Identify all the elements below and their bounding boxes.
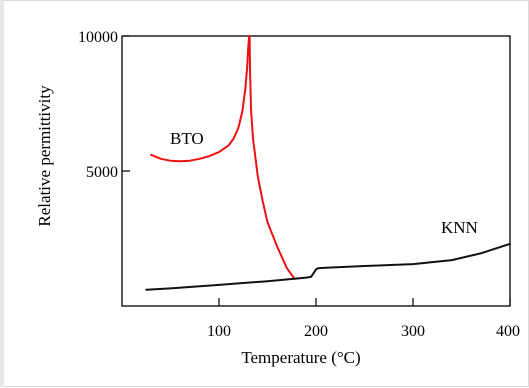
series-line-knn (145, 242, 511, 291)
y-axis-label: Relative permittivity (35, 85, 54, 227)
x-axis-ticks: 100 200 300 400 (207, 298, 520, 340)
series-line-bto (150, 35, 296, 280)
x-tick-label: 200 (304, 323, 328, 340)
y-tick-label: 5000 (86, 164, 118, 181)
knn-annotation: KNN (441, 218, 478, 237)
series-layer (145, 35, 511, 291)
bto-annotation: BTO (170, 129, 204, 148)
y-tick-label: 10000 (78, 29, 118, 46)
y-axis-ticks: 5000 10000 (78, 29, 130, 181)
plot-area (121, 35, 511, 307)
x-tick-label: 100 (207, 323, 231, 340)
x-tick-label: 300 (401, 323, 425, 340)
x-axis-label: Temperature (°C) (241, 348, 360, 367)
x-tick-label: 400 (496, 323, 520, 340)
